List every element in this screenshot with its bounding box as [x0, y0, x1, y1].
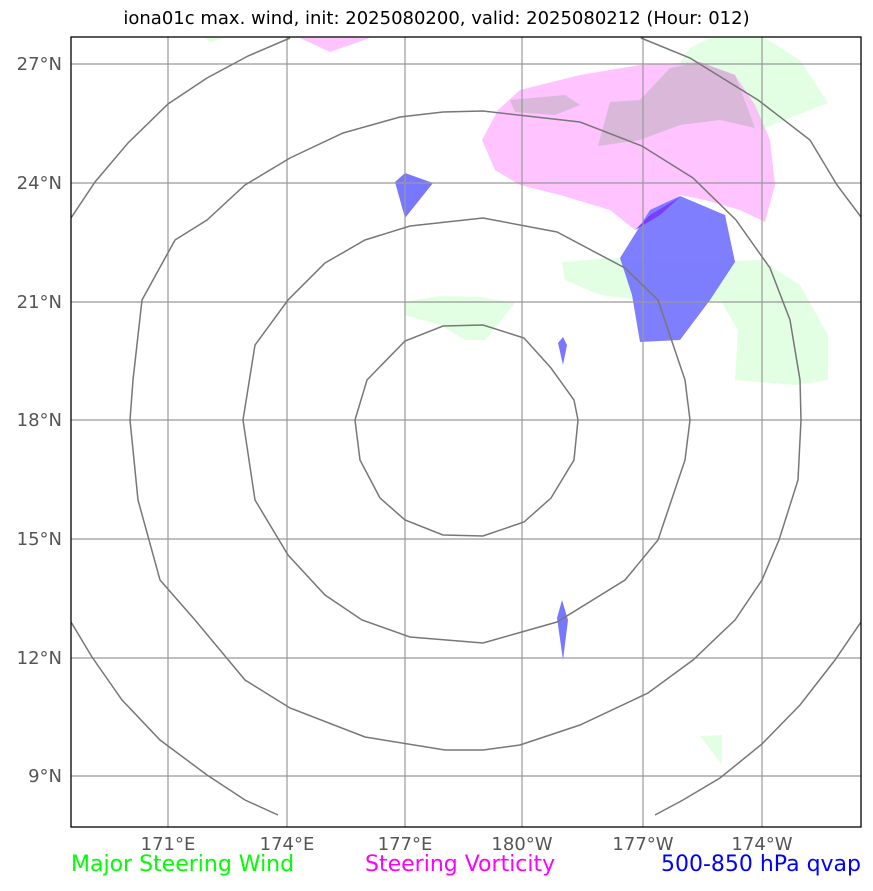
- legend-steering-vorticity: Steering Vorticity: [365, 852, 556, 877]
- range-ring-4: [71, 37, 861, 816]
- lon-label: 177°W: [612, 834, 673, 855]
- gridlines: [71, 37, 861, 827]
- map-title: iona01c max. wind, init: 2025080200, val…: [123, 8, 750, 29]
- lon-label: 180°W: [491, 834, 552, 855]
- range-ring-1: [354, 324, 579, 537]
- qvap-region-center: [558, 337, 567, 365]
- vorticity-region-top: [300, 38, 370, 52]
- overlap-region-2: [598, 62, 755, 146]
- wind-region-center: [404, 296, 515, 340]
- qvap-region-south: [557, 600, 568, 660]
- qvap-region-dark: [635, 197, 680, 230]
- wind-region-nw: [205, 38, 225, 42]
- legend-qvap: 500-850 hPa qvap: [660, 852, 861, 877]
- plot-frame: [70, 36, 862, 828]
- lon-label: 174°E: [260, 834, 315, 855]
- range-rings: [71, 37, 861, 816]
- range-ring-3: [129, 110, 802, 751]
- lon-label: 177°E: [378, 834, 433, 855]
- lon-label: 171°E: [141, 834, 196, 855]
- lat-label: 12°N: [17, 648, 62, 669]
- overlap-regions: [510, 62, 755, 146]
- range-ring-2: [242, 217, 691, 644]
- lat-label: 24°N: [17, 173, 62, 194]
- lat-label: 9°N: [28, 766, 62, 787]
- lat-label: 21°N: [17, 292, 62, 313]
- qvap-region-main: [620, 196, 735, 342]
- legend-steering-wind: Major Steering Wind: [71, 852, 295, 877]
- lat-label: 15°N: [17, 529, 62, 550]
- lat-label: 18°N: [17, 410, 62, 431]
- lon-label: 174°W: [731, 834, 792, 855]
- wind-region-ne: [680, 38, 828, 130]
- overlap-region-1: [510, 95, 580, 115]
- qvap-regions: [395, 173, 735, 660]
- longitude-labels: 171°E 174°E 177°E 180°W 177°W 174°W: [141, 834, 793, 855]
- lat-label: 27°N: [17, 54, 62, 75]
- latitude-labels: 27°N 24°N 21°N 18°N 15°N 12°N 9°N: [17, 54, 62, 787]
- wind-region-south: [700, 735, 722, 765]
